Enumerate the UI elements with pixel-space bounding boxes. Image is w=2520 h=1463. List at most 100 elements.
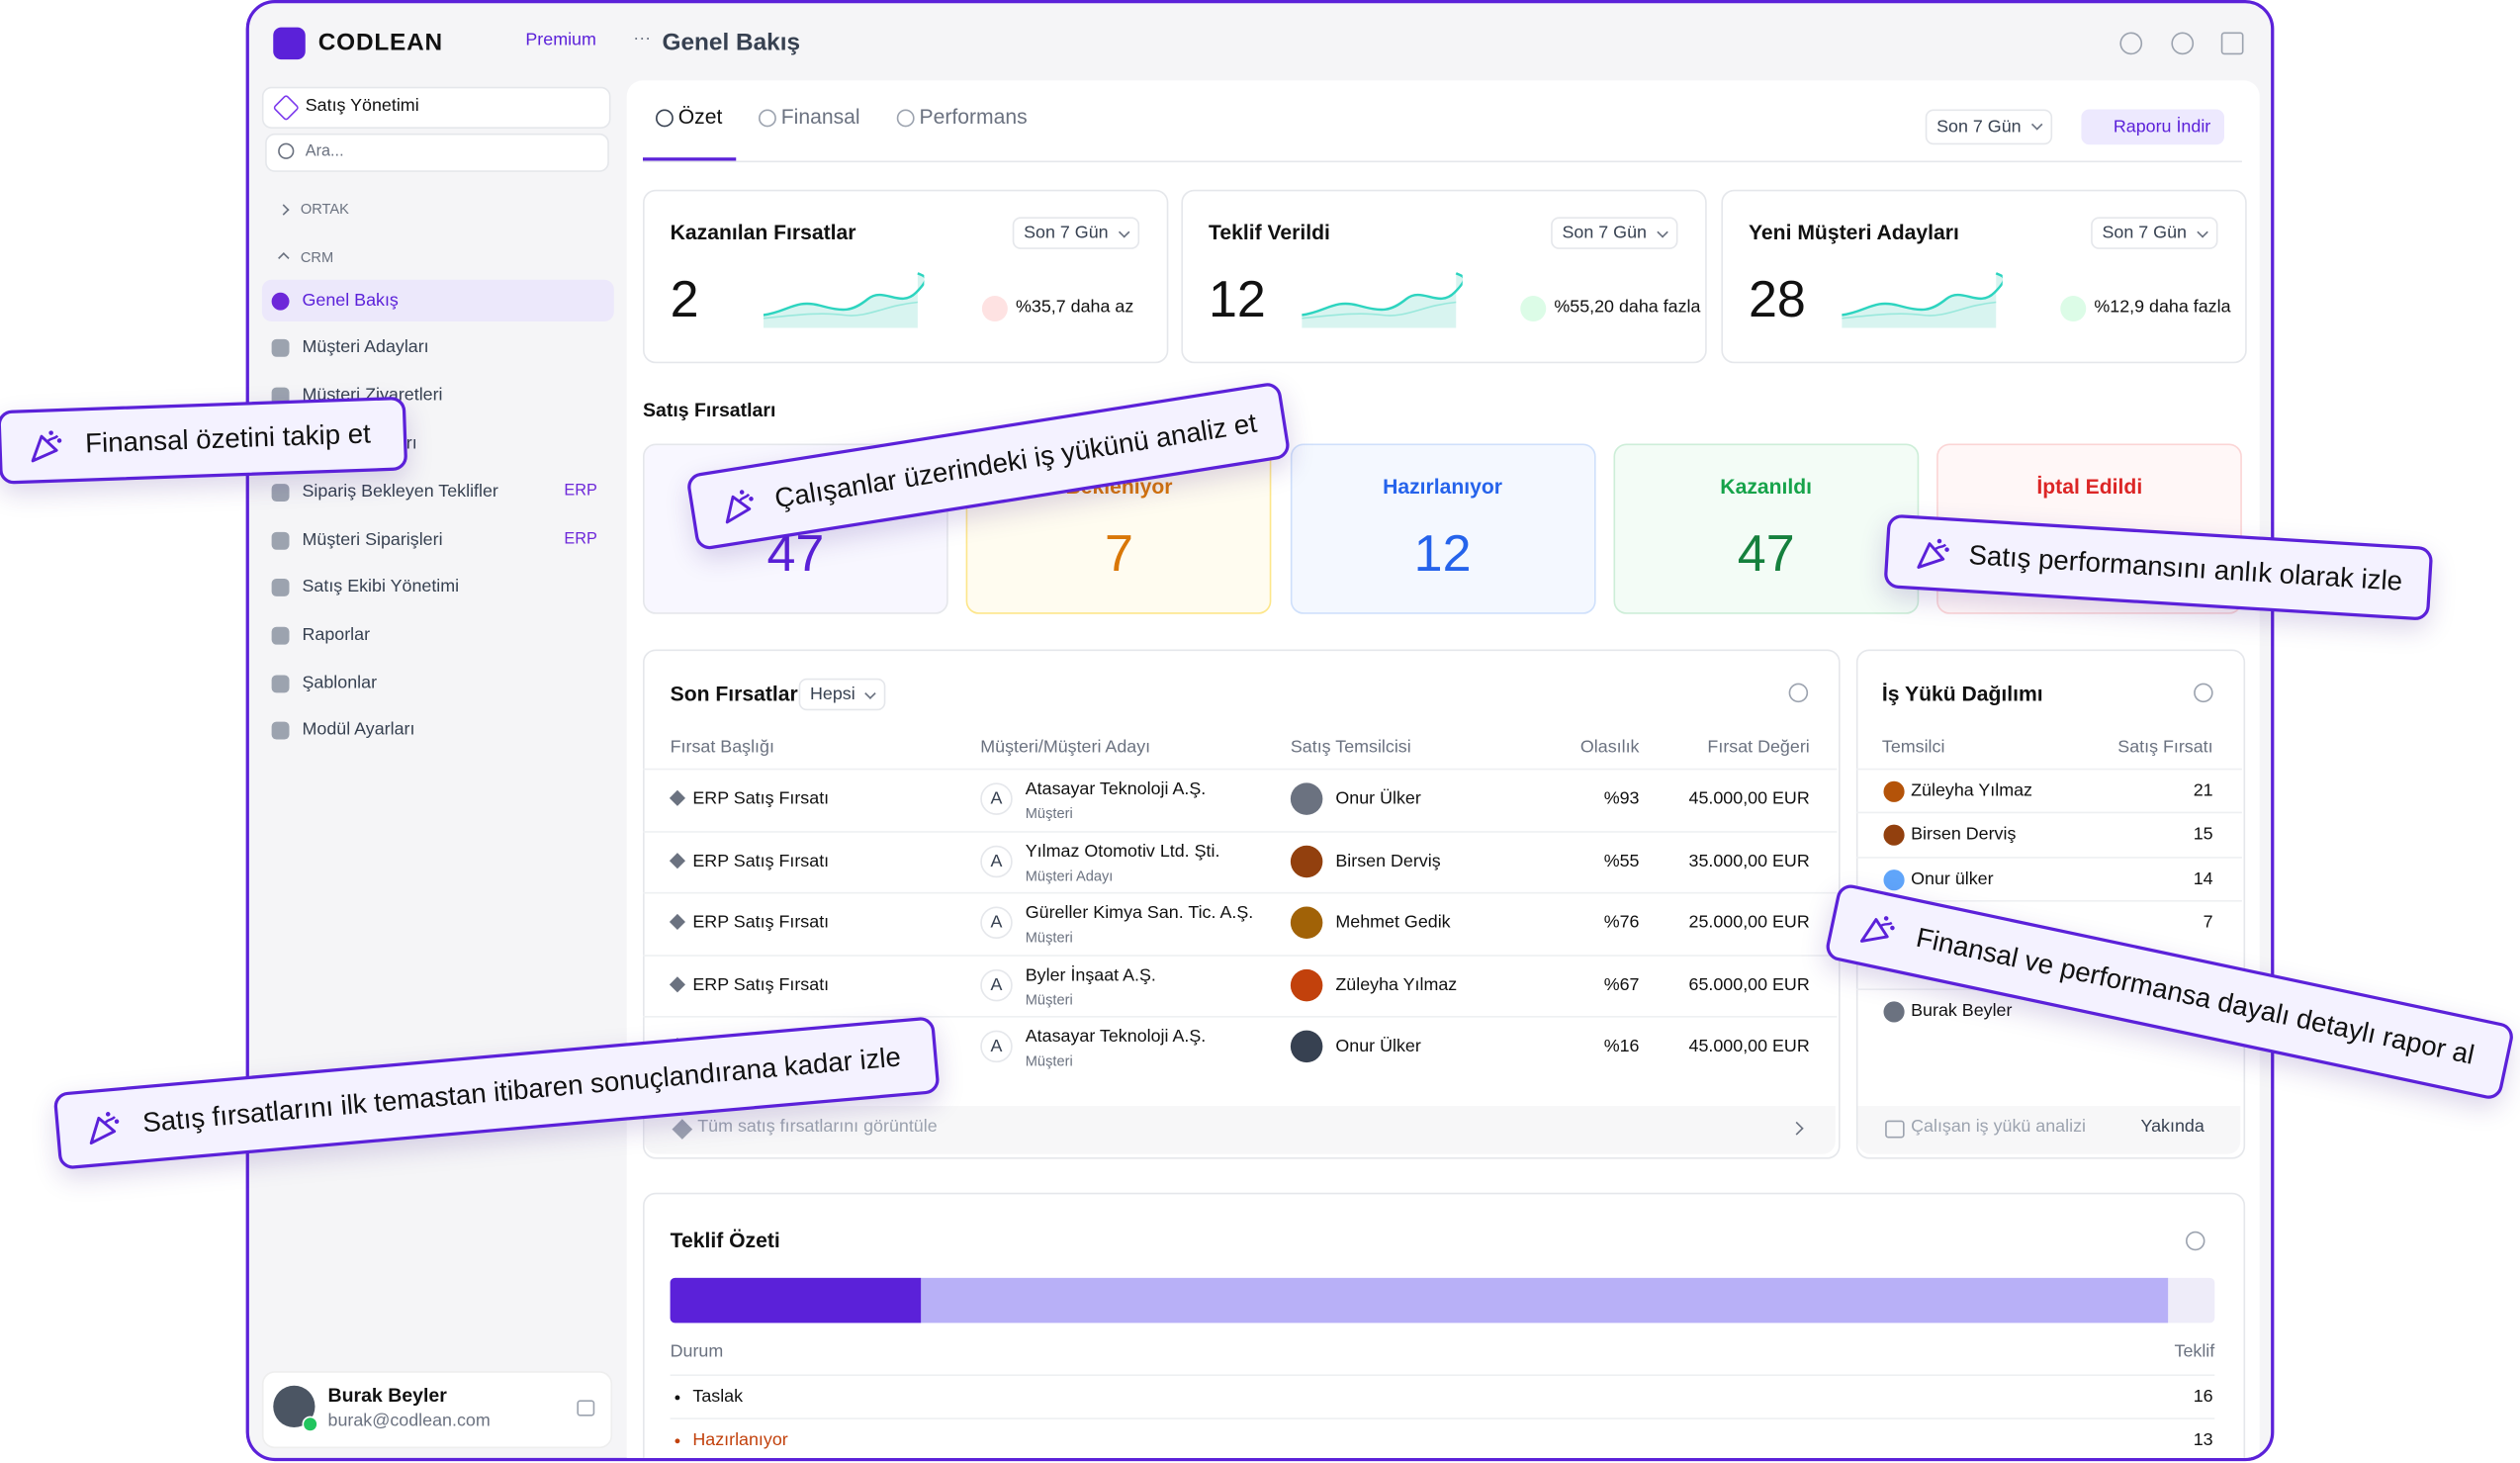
opportunity-title[interactable]: ERP Satış Fırsatı <box>692 851 830 870</box>
tab-icon <box>759 109 776 128</box>
collapse-icon[interactable] <box>577 1400 595 1417</box>
column-header: Satış Temsilcisi <box>1290 737 1411 758</box>
nav-item[interactable]: Sipariş Bekleyen Teklifler <box>302 482 498 503</box>
callout-icon <box>89 1112 120 1145</box>
customer-initial: A <box>980 968 1013 1001</box>
kpi-value: 2 <box>670 270 699 328</box>
rep-avatar <box>1290 1030 1323 1063</box>
kpi-sparkline <box>1842 270 2006 328</box>
download-button[interactable]: Raporu İndir <box>2081 109 2224 145</box>
tab[interactable]: Finansal <box>780 104 860 129</box>
header-icon[interactable] <box>2220 32 2244 55</box>
module-select[interactable] <box>261 86 611 129</box>
rep-name: Onur ülker <box>1911 869 1994 889</box>
help-icon[interactable] <box>1788 683 1809 703</box>
row-divider <box>643 830 1838 832</box>
customer-initial: A <box>980 1030 1013 1063</box>
probability: %16 <box>1603 1037 1640 1056</box>
tab[interactable]: Özet <box>677 104 723 129</box>
nav-item[interactable]: Genel Bakış <box>302 291 399 311</box>
customer-name: Byler İnşaat A.Ş. <box>1025 964 1156 985</box>
section-title: Satış Fırsatları <box>643 399 776 421</box>
header-icon[interactable] <box>2171 32 2195 55</box>
nav-item[interactable]: Satış Ekibi Yönetimi <box>302 577 460 596</box>
callout: Finansal özetini takip et <box>0 396 408 485</box>
row-divider <box>643 768 1838 771</box>
customer-type: Müşteri <box>1025 1052 1073 1069</box>
workload-footer-text: Çalışan iş yükü analizi <box>1911 1117 2086 1137</box>
help-icon[interactable] <box>2186 1231 2205 1251</box>
status-dot <box>675 1395 680 1401</box>
tab[interactable]: Performans <box>919 104 1028 129</box>
row-divider <box>1855 768 2242 771</box>
tab-icon <box>896 109 915 128</box>
rep-name: Birsen Derviş <box>1911 825 2017 845</box>
rep-name: Mehmet Gedik <box>1335 913 1451 933</box>
tab-underline <box>643 157 737 161</box>
help-icon[interactable] <box>2194 683 2213 703</box>
status-label: İptal Edildi <box>2036 474 2143 499</box>
header-icon[interactable] <box>2119 32 2143 55</box>
column-header: Satış Fırsatı <box>2117 737 2213 758</box>
nav-item[interactable]: Şablonlar <box>302 673 378 693</box>
kpi-period[interactable]: Son 7 Gün <box>1551 217 1677 249</box>
kpi-period[interactable]: Son 7 Gün <box>1012 217 1139 249</box>
quote-status: Hazırlanıyor <box>692 1429 788 1449</box>
status-card <box>1290 443 1595 614</box>
nav-item[interactable]: Modül Ayarları <box>302 720 415 740</box>
kpi-change: %12,9 daha fazla <box>2094 297 2231 318</box>
row-divider <box>1855 900 2242 902</box>
kpi-sparkline <box>763 270 927 328</box>
row-divider <box>670 1374 2215 1376</box>
breadcrumb-dots: ··· <box>633 29 652 48</box>
nav-badge: ERP <box>564 530 597 549</box>
rep-name: Burak Beyler <box>1911 1001 2013 1021</box>
rep-name: Züleyha Yılmaz <box>1335 974 1458 995</box>
rep-count: 14 <box>2193 869 2213 889</box>
opportunity-title[interactable]: ERP Satış Fırsatı <box>692 913 830 933</box>
rep-avatar <box>1290 968 1323 1001</box>
progress-dark <box>670 1277 922 1324</box>
quote-status: Taslak <box>692 1387 744 1407</box>
status-card <box>1613 443 1920 614</box>
rep-avatar <box>1290 782 1323 815</box>
callout-text: Finansal özetini takip et <box>84 418 372 460</box>
callout-text: Satış performansını anlık olarak izle <box>1967 539 2403 597</box>
kpi-period[interactable]: Son 7 Gün <box>2091 217 2217 249</box>
recent-footer-link[interactable]: Tüm satış fırsatlarını görüntüle <box>697 1117 938 1137</box>
status-label: Hazırlanıyor <box>1383 474 1503 499</box>
group-chevron <box>278 252 290 264</box>
amount: 35.000,00 EUR <box>1688 851 1810 870</box>
customer-initial: A <box>980 906 1013 939</box>
status-value: 7 <box>1105 523 1133 583</box>
customer-name: Güreller Kimya San. Tic. A.Ş. <box>1025 903 1254 923</box>
nav-item[interactable]: Müşteri Adayları <box>302 337 429 357</box>
opportunity-title[interactable]: ERP Satış Fırsatı <box>692 974 830 995</box>
rep-avatar <box>1290 844 1323 877</box>
recent-filter[interactable]: Hepsi <box>798 678 886 711</box>
nav-item[interactable]: Müşteri Siparişleri <box>302 530 443 550</box>
opportunity-title[interactable]: ERP Satış Fırsatı <box>692 788 830 809</box>
period-select[interactable]: Son 7 Gün <box>1925 109 2052 145</box>
user-name: Burak Beyler <box>327 1384 447 1407</box>
column-header: Durum <box>670 1341 724 1362</box>
user-status <box>302 1416 318 1432</box>
kpi-value: 12 <box>1209 270 1266 328</box>
tabs-divider <box>643 160 2242 163</box>
status-value: 47 <box>1737 523 1795 583</box>
customer-name: Yılmaz Otomotiv Ltd. Şti. <box>1025 841 1220 862</box>
probability: %93 <box>1603 788 1640 809</box>
column-header: Teklif <box>2174 1341 2215 1362</box>
rep-name: Birsen Derviş <box>1335 851 1441 870</box>
kpi-change: %55,20 daha fazla <box>1554 297 1701 318</box>
customer-initial: A <box>980 844 1013 877</box>
app-frame: CODLEAN Premium Satış Yönetimi Ara... ORTAK C… <box>245 0 2275 1462</box>
search-box[interactable] <box>265 133 609 172</box>
brand-name: CODLEAN <box>317 29 443 56</box>
rep-avatar <box>1883 780 1905 802</box>
nav-item[interactable]: Raporlar <box>302 625 371 645</box>
logo-icon <box>273 27 306 60</box>
kpi-title: Teklif Verildi <box>1209 220 1330 244</box>
customer-type: Müşteri <box>1025 929 1073 946</box>
trend-icon <box>1520 296 1547 321</box>
